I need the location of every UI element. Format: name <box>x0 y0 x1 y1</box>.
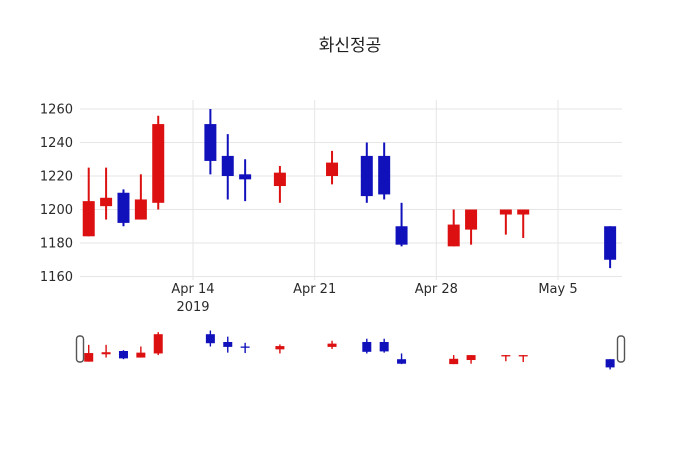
rangeslider-candle-2019-04-22 <box>327 340 337 349</box>
candle-body <box>100 197 113 207</box>
candle-2019-04-08[interactable] <box>82 167 95 237</box>
rangeslider-candle-body <box>518 355 528 357</box>
rangeslider <box>75 330 626 370</box>
rangeslider-right-handle[interactable] <box>616 335 626 363</box>
rangeslider-candle-body <box>379 341 389 352</box>
rangeslider-candle-2019-04-29 <box>449 355 459 365</box>
candle-body <box>517 209 530 215</box>
candle-2019-04-19[interactable] <box>273 165 286 203</box>
rangeslider-candle-2019-04-30 <box>466 355 476 364</box>
candle-body <box>134 199 147 220</box>
rangeslider-candle-body <box>362 341 372 352</box>
rangeslider-candle-body <box>275 346 285 350</box>
y-tick-1240: 1240 <box>40 136 73 151</box>
y-tick-1200: 1200 <box>40 203 73 218</box>
gridlines <box>80 100 622 280</box>
rangeslider-candle-2019-04-09 <box>101 344 111 358</box>
rangeslider-candle-body <box>101 352 111 355</box>
candle-body <box>499 209 512 215</box>
rangeslider-candle-body <box>153 334 163 354</box>
candle-body <box>239 174 252 180</box>
x-tick-2019-05-05: May 5 <box>538 282 577 297</box>
x-tick-year: 2019 <box>176 300 209 315</box>
candle-2019-04-24[interactable] <box>360 142 373 203</box>
candle-2019-04-26[interactable] <box>395 202 408 247</box>
rangeslider-candle-body <box>205 334 215 344</box>
rangeslider-candle-2019-04-11 <box>136 346 146 358</box>
rangeslider-candle-body <box>223 341 233 347</box>
candle-body <box>378 155 391 195</box>
rangeslider-candle-2019-05-02 <box>501 355 511 362</box>
candle-2019-04-16[interactable] <box>221 134 234 200</box>
rangeslider-candle-2019-05-08 <box>605 359 615 370</box>
rangeslider-candle-body <box>327 343 337 347</box>
candle-2019-04-25[interactable] <box>378 142 391 200</box>
rangeslider-candle-body <box>118 351 128 359</box>
candle-body <box>447 224 460 247</box>
candle-2019-04-29[interactable] <box>447 209 460 247</box>
y-tick-1220: 1220 <box>40 170 73 185</box>
candle-body <box>82 201 95 237</box>
rangeslider-candle-2019-04-25 <box>379 338 389 353</box>
y-axis-labels: 1260 1240 1220 1200 1180 1160 <box>40 103 73 286</box>
candle-body <box>395 226 408 245</box>
rangeslider-candle-2019-04-17 <box>240 342 250 354</box>
candle-2019-05-03[interactable] <box>517 209 530 238</box>
candle-body <box>360 155 373 197</box>
candle-2019-04-12[interactable] <box>152 115 165 210</box>
candle-2019-04-09[interactable] <box>100 167 113 220</box>
rangeslider-candle-2019-04-26 <box>397 353 407 365</box>
candle-2019-04-15[interactable] <box>204 109 217 175</box>
main-candles <box>82 109 617 269</box>
rangeslider-candle-body <box>84 353 94 362</box>
rangeslider-candle-body <box>240 346 250 348</box>
candle-body <box>604 226 617 260</box>
candle-2019-04-30[interactable] <box>465 209 478 245</box>
plot-area-layer <box>80 100 622 280</box>
x-tick-2019-04-14: Apr 14 <box>171 282 214 297</box>
rangeslider-left-handle[interactable] <box>75 335 85 363</box>
y-tick-1180: 1180 <box>40 237 73 252</box>
candle-2019-04-11[interactable] <box>134 174 147 220</box>
candle-2019-04-22[interactable] <box>326 150 339 185</box>
plot-area[interactable] <box>80 100 622 280</box>
candle-body <box>152 124 165 203</box>
rangeslider-candle-body <box>397 359 407 364</box>
rangeslider-candle-body <box>466 355 476 361</box>
rangeslider-candle-2019-05-03 <box>518 355 528 363</box>
x-axis-labels: Apr 14 2019 Apr 21 Apr 28 May 5 <box>171 282 577 315</box>
rangeslider-candle-2019-04-10 <box>118 350 128 360</box>
candle-2019-05-02[interactable] <box>499 209 512 235</box>
rangeslider-candle-2019-04-19 <box>275 344 285 354</box>
rangeslider-candle-body <box>501 355 511 357</box>
candle-body <box>204 124 217 161</box>
rangeslider-candle-2019-04-15 <box>205 330 215 347</box>
rangeslider-candle-2019-04-12 <box>153 332 163 356</box>
rangeslider-candle-2019-04-16 <box>223 336 233 353</box>
candle-body <box>273 172 286 187</box>
rangeslider-candle-2019-04-24 <box>362 338 372 354</box>
rangeslider-candle-body <box>136 352 146 358</box>
x-tick-2019-04-21: Apr 21 <box>293 282 336 297</box>
chart-title: 화신정공 <box>318 36 382 56</box>
candle-body <box>221 155 234 176</box>
candle-body <box>326 162 339 176</box>
rangeslider-candle-2019-04-08 <box>84 344 94 362</box>
candle-2019-05-08[interactable] <box>604 226 617 269</box>
candle-body <box>465 209 478 230</box>
candle-body <box>117 192 130 223</box>
rangeslider-candle-body <box>449 358 459 365</box>
y-tick-1260: 1260 <box>40 103 73 118</box>
candle-2019-04-17[interactable] <box>239 159 252 202</box>
x-tick-2019-04-28: Apr 28 <box>415 282 458 297</box>
rangeslider-candle-body <box>605 359 615 368</box>
candle-2019-04-10[interactable] <box>117 189 130 227</box>
y-tick-1160: 1160 <box>40 270 73 285</box>
